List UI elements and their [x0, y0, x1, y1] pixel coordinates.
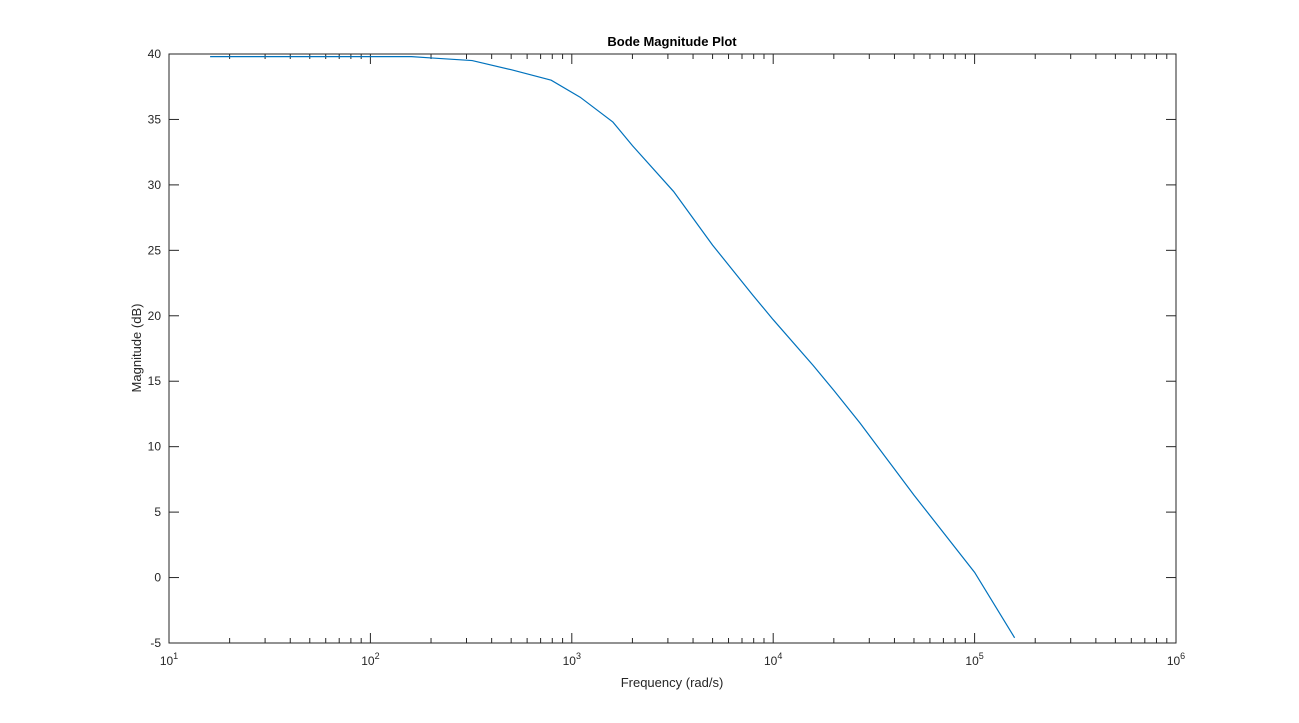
x-tick-label: 104	[764, 651, 782, 668]
y-tick-label: 15	[148, 374, 162, 388]
y-tick-label: 20	[148, 309, 162, 323]
tick-marks	[168, 53, 1177, 644]
y-tick-label: 35	[148, 112, 162, 126]
y-tick-label: 10	[148, 440, 162, 454]
y-tick-label: 30	[148, 178, 162, 192]
x-tick-label: 105	[965, 651, 983, 668]
y-axis-label: Magnitude (dB)	[129, 304, 144, 393]
magnitude-line	[210, 56, 1016, 639]
x-tick-label: 103	[563, 651, 581, 668]
x-tick-label: 102	[361, 651, 379, 668]
y-tick-label: 40	[148, 47, 162, 61]
x-tick-label: 101	[160, 651, 178, 668]
y-tick-label: 5	[154, 505, 161, 519]
y-tick-label: -5	[150, 636, 161, 650]
x-axis-label: Frequency (rad/s)	[621, 675, 724, 690]
x-tick-labels: 101 102 103 104 105 106	[160, 651, 1185, 668]
x-tick-label: 106	[1167, 651, 1185, 668]
plot-area	[168, 53, 1177, 644]
chart-title: Bode Magnitude Plot	[607, 34, 737, 49]
y-tick-label: 25	[148, 243, 162, 257]
y-tick-label: 0	[154, 571, 161, 585]
y-tick-labels: 40 35 30 25 20 15 10 5 0 -5	[148, 47, 162, 650]
